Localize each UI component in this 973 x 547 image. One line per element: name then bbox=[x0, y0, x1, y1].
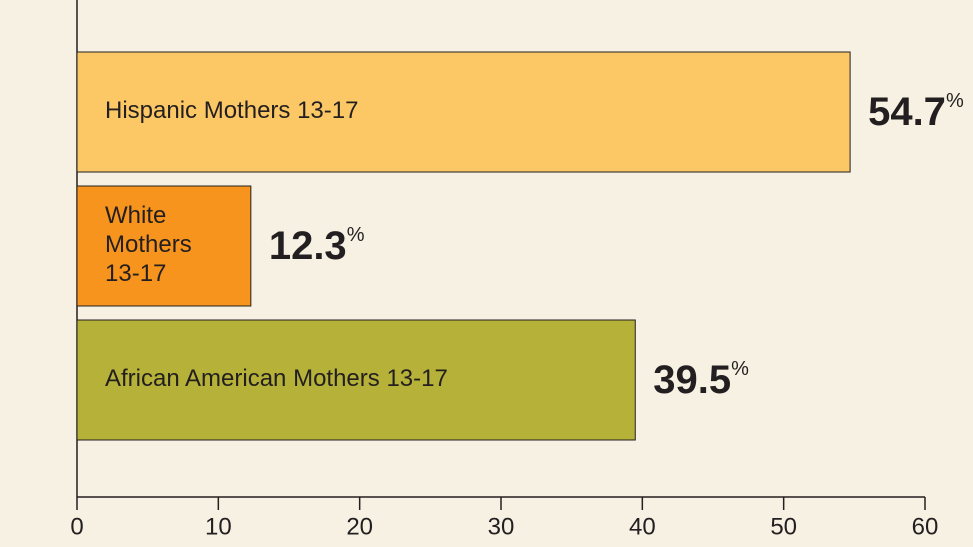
value-unit: % bbox=[347, 224, 365, 246]
value-unit: % bbox=[731, 358, 749, 380]
value-label: 54.7% bbox=[868, 90, 964, 134]
value-number: 12.3 bbox=[269, 224, 347, 268]
bar-label-line: White bbox=[105, 202, 166, 229]
x-tick-label: 60 bbox=[912, 513, 939, 540]
bar bbox=[76, 51, 851, 173]
x-tick-label: 30 bbox=[488, 513, 515, 540]
bar-label-line: Mothers bbox=[105, 231, 192, 258]
value-label: 12.3% bbox=[269, 224, 365, 268]
bar bbox=[76, 319, 636, 441]
value-number: 39.5 bbox=[653, 358, 731, 402]
bar bbox=[76, 185, 252, 307]
value-number: 54.7 bbox=[868, 90, 946, 134]
x-tick-label: 0 bbox=[70, 513, 83, 540]
bar-label: African American Mothers 13-17 bbox=[105, 365, 448, 392]
x-tick-label: 10 bbox=[205, 513, 232, 540]
bar-label-line: Hispanic Mothers 13-17 bbox=[105, 97, 358, 124]
bar-label: White Mothers 13-17 bbox=[105, 202, 192, 287]
x-tick-label: 40 bbox=[629, 513, 656, 540]
bar-label: Hispanic Mothers 13-17 bbox=[105, 97, 358, 124]
bar-label-line: 13-17 bbox=[105, 260, 166, 287]
x-tick-label: 20 bbox=[346, 513, 373, 540]
x-tick-label: 50 bbox=[770, 513, 797, 540]
value-label: 39.5% bbox=[653, 358, 749, 402]
bar-label-line: African American Mothers 13-17 bbox=[105, 365, 448, 392]
value-unit: % bbox=[946, 90, 964, 112]
